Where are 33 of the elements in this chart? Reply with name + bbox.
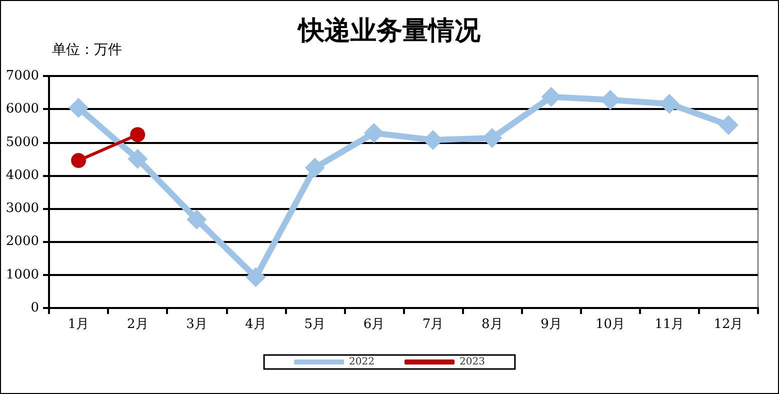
point bbox=[128, 148, 148, 169]
x-tick-label: 10月 bbox=[596, 317, 626, 332]
x-tick-label: 6月 bbox=[363, 317, 385, 332]
point bbox=[364, 123, 384, 144]
x-tick-label: 12月 bbox=[714, 317, 744, 332]
point bbox=[71, 153, 86, 168]
x-tick-label: 1月 bbox=[68, 317, 90, 332]
point bbox=[718, 115, 738, 136]
x-tick-label: 8月 bbox=[481, 317, 503, 332]
x-tick-label: 4月 bbox=[245, 317, 266, 332]
point bbox=[304, 158, 325, 178]
x-tick-label: 5月 bbox=[304, 317, 326, 332]
y-axis-title: 单位：万件 bbox=[52, 42, 122, 58]
x-tick-label: 3月 bbox=[186, 317, 208, 332]
legend-label: 2022 bbox=[349, 356, 375, 368]
y-tick-label: 0 bbox=[30, 300, 39, 316]
y-tick-label: 6000 bbox=[6, 102, 39, 117]
y-tick-label: 7000 bbox=[6, 68, 39, 84]
x-tick-label: 2月 bbox=[126, 317, 148, 332]
point bbox=[186, 210, 207, 230]
chart-title: 快递业务量情况 bbox=[296, 16, 482, 46]
point bbox=[130, 127, 146, 142]
x-tick-label: 9月 bbox=[540, 317, 562, 332]
y-tick-label: 1000 bbox=[6, 267, 39, 282]
legend-label: 2023 bbox=[460, 356, 485, 368]
y-tick-label: 2000 bbox=[6, 234, 39, 250]
y-tick-label: 5000 bbox=[6, 134, 39, 150]
y-tick-label: 4000 bbox=[6, 168, 39, 183]
y-tick-label: 3000 bbox=[6, 201, 39, 216]
point bbox=[68, 98, 89, 118]
x-tick-label: 11月 bbox=[654, 317, 684, 332]
x-tick-label: 7月 bbox=[422, 317, 444, 332]
point bbox=[246, 267, 266, 288]
